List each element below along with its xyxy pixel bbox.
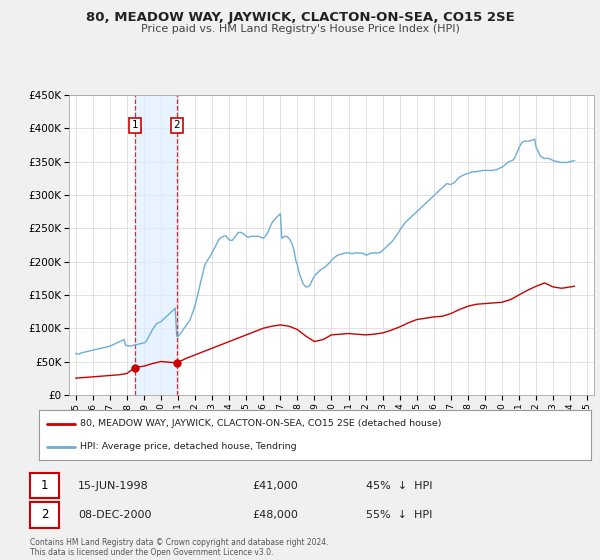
Text: 2: 2 [41, 508, 48, 521]
Bar [135, 95, 177, 395]
Text: £41,000: £41,000 [252, 480, 298, 491]
Text: 45%  ↓  HPI: 45% ↓ HPI [366, 480, 433, 491]
Text: Contains HM Land Registry data © Crown copyright and database right 2024.
This d: Contains HM Land Registry data © Crown c… [30, 538, 329, 557]
Text: 1: 1 [41, 479, 48, 492]
Text: 15-JUN-1998: 15-JUN-1998 [78, 480, 149, 491]
Text: £48,000: £48,000 [252, 510, 298, 520]
Text: 1: 1 [131, 120, 138, 130]
Text: 80, MEADOW WAY, JAYWICK, CLACTON-ON-SEA, CO15 2SE: 80, MEADOW WAY, JAYWICK, CLACTON-ON-SEA,… [86, 11, 514, 24]
Text: 80, MEADOW WAY, JAYWICK, CLACTON-ON-SEA, CO15 2SE (detached house): 80, MEADOW WAY, JAYWICK, CLACTON-ON-SEA,… [80, 419, 442, 428]
Text: Price paid vs. HM Land Registry's House Price Index (HPI): Price paid vs. HM Land Registry's House … [140, 24, 460, 34]
Text: 2: 2 [173, 120, 180, 130]
Text: 55%  ↓  HPI: 55% ↓ HPI [366, 510, 433, 520]
Text: 08-DEC-2000: 08-DEC-2000 [78, 510, 151, 520]
Text: HPI: Average price, detached house, Tendring: HPI: Average price, detached house, Tend… [80, 442, 297, 451]
